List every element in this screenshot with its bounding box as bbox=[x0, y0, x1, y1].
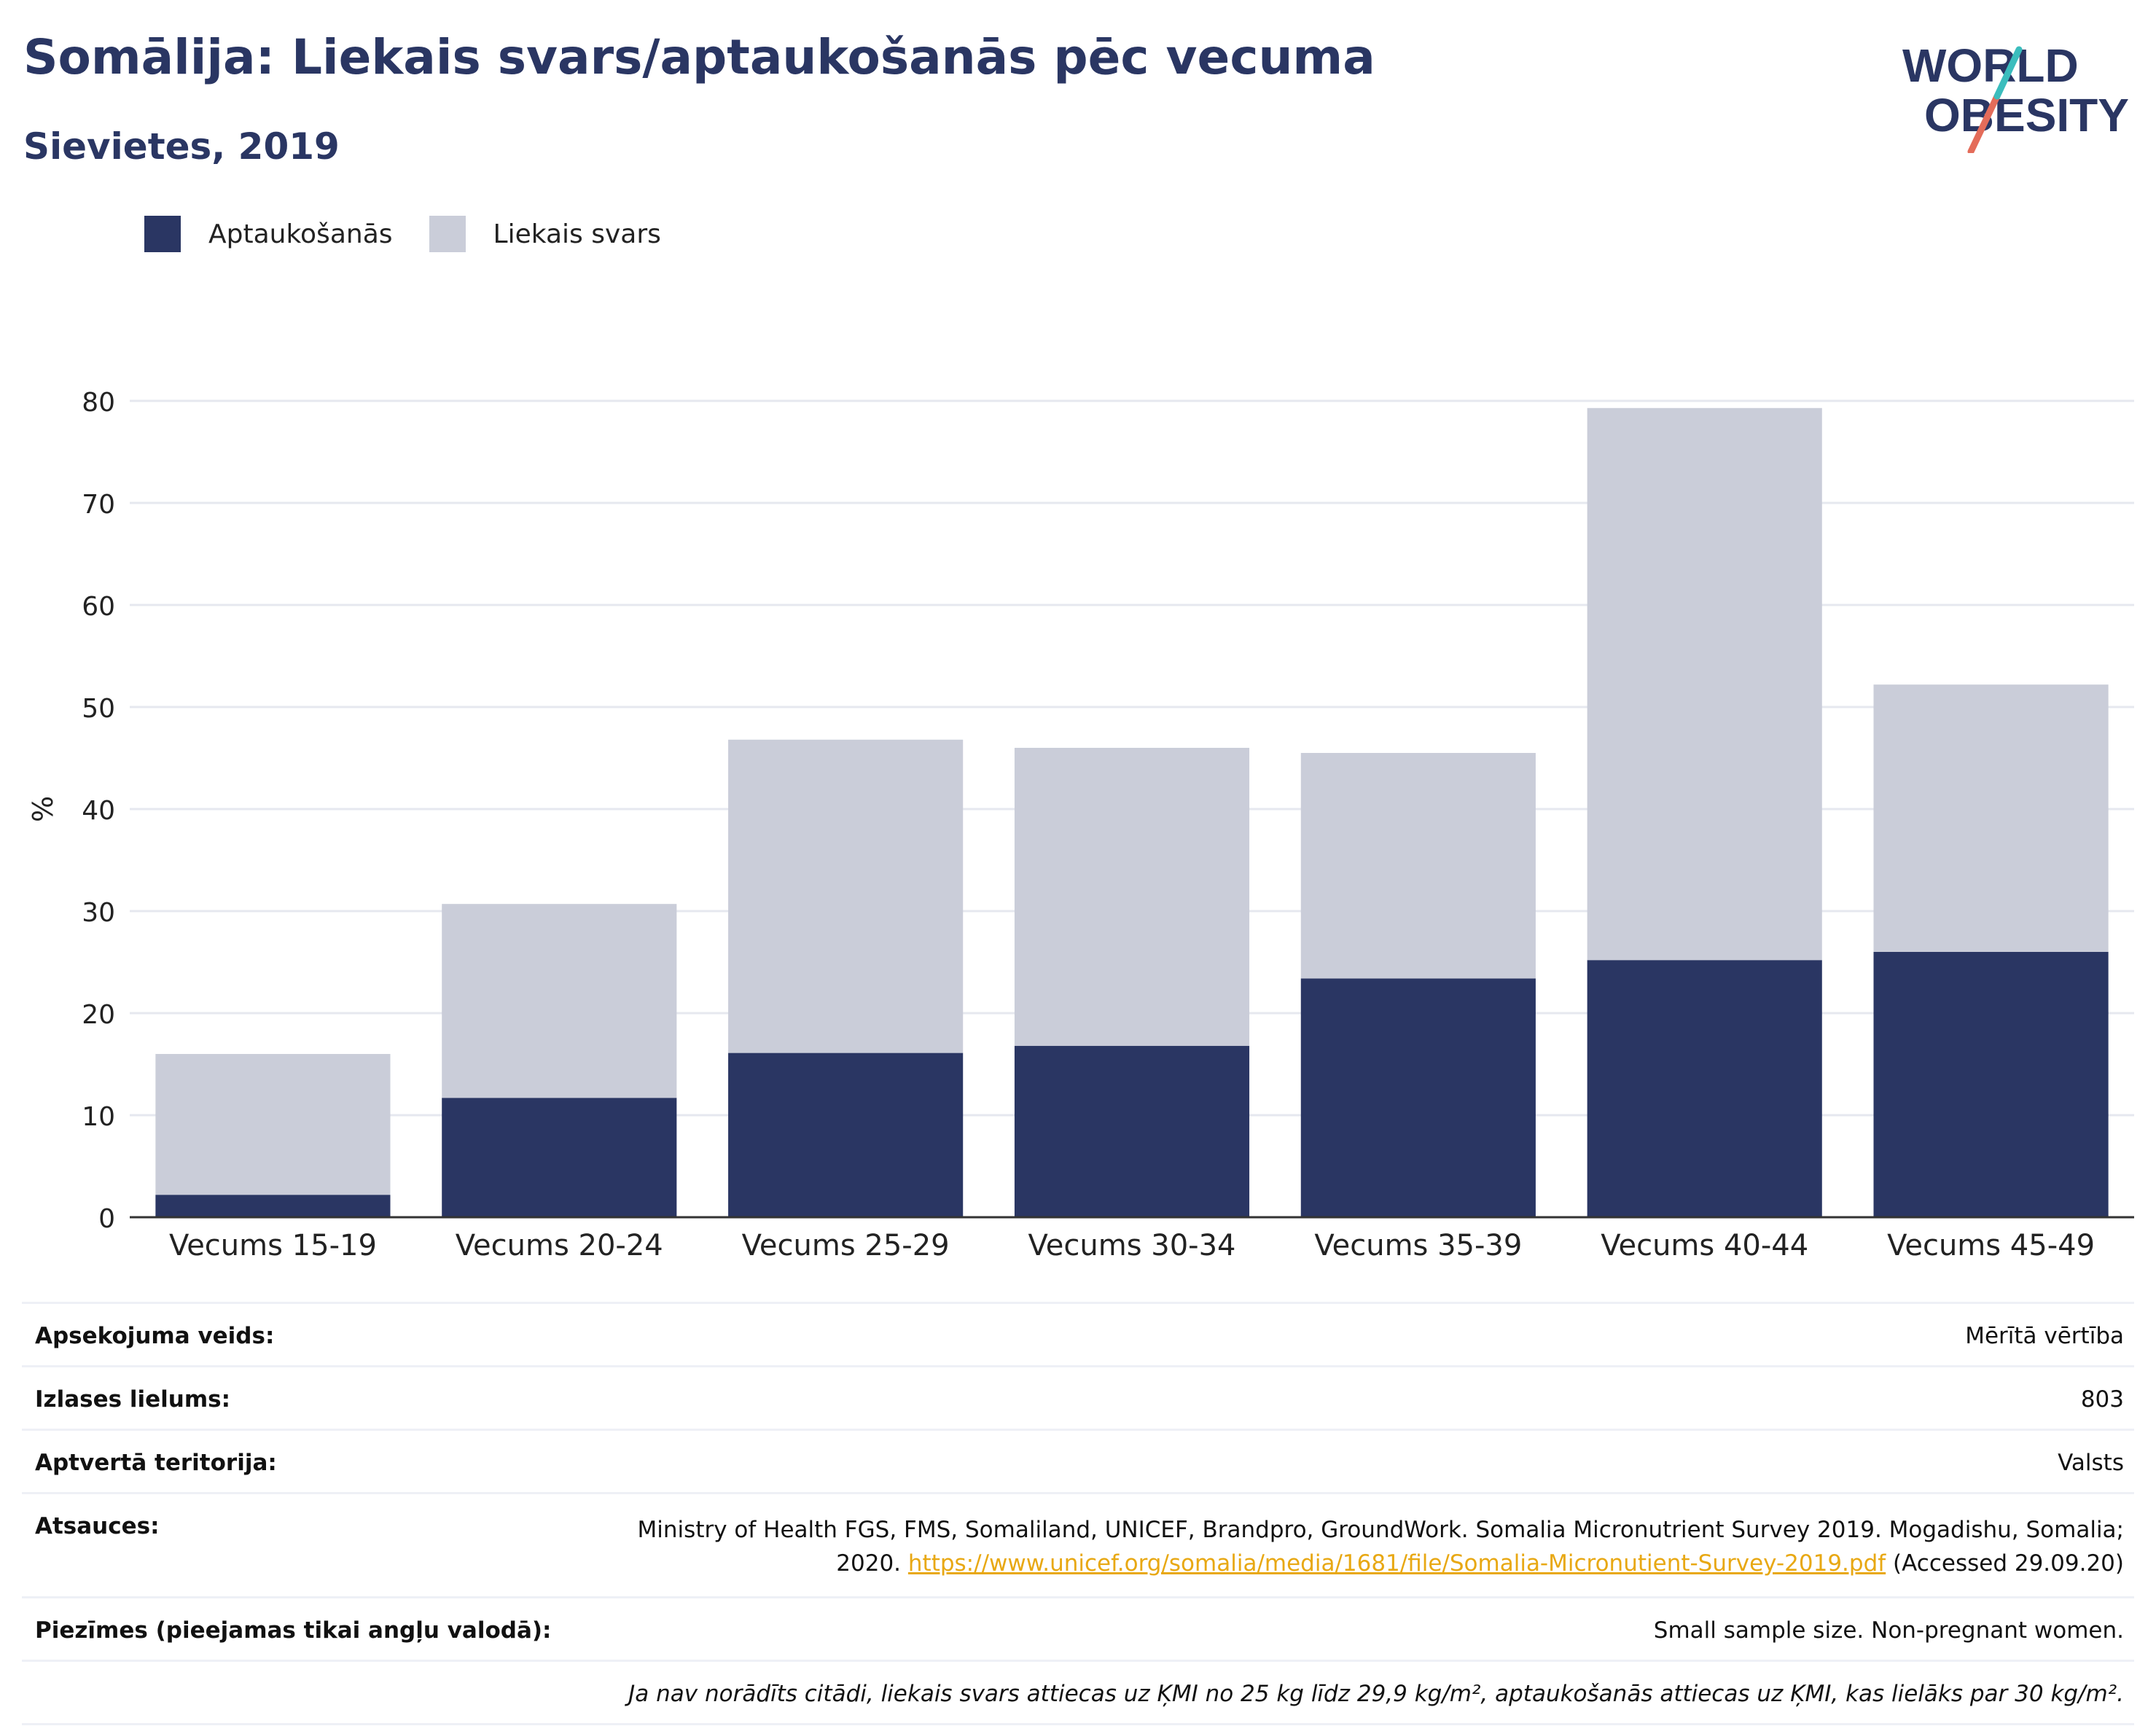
legend-label-obesity: Aptaukošanās bbox=[208, 219, 393, 249]
y-tick-label: 30 bbox=[82, 898, 115, 928]
info-row-coverage: Aptvertā teritorija: Valsts bbox=[22, 1429, 2134, 1492]
notes-label: Piezīmes (pieejamas tikai angļu valodā): bbox=[35, 1617, 552, 1644]
y-tick-label: 20 bbox=[82, 1000, 115, 1030]
references-text: Ministry of Health FGS, FMS, Somaliland,… bbox=[637, 1517, 2124, 1577]
legend-label-overweight: Liekais svars bbox=[493, 219, 661, 249]
bar-obesity bbox=[155, 1195, 391, 1217]
survey-type-value: Mērītā vērtība bbox=[1965, 1323, 2124, 1349]
y-tick-label: 70 bbox=[82, 490, 115, 520]
info-row-sample-size: Izlases lielums: 803 bbox=[22, 1365, 2134, 1429]
bar-overweight bbox=[1014, 748, 1250, 1046]
x-tick-label: Vecums 30-34 bbox=[1028, 1229, 1236, 1262]
bar-obesity bbox=[1300, 978, 1536, 1217]
references-link[interactable]: https://www.unicef.org/somalia/media/168… bbox=[907, 1550, 1886, 1577]
legend: Aptaukošanās Liekais svars bbox=[144, 216, 698, 252]
x-tick-label: Vecums 45-49 bbox=[1887, 1229, 2095, 1262]
references-value: Ministry of Health FGS, FMS, Somaliland,… bbox=[593, 1513, 2124, 1580]
x-tick-label: Vecums 25-29 bbox=[742, 1229, 950, 1262]
y-tick-label: 50 bbox=[82, 694, 115, 724]
bar-obesity bbox=[1587, 960, 1822, 1217]
y-axis-label: % bbox=[27, 796, 59, 822]
y-tick-label: 10 bbox=[82, 1102, 115, 1132]
y-tick-label: 40 bbox=[82, 796, 115, 826]
info-row-footnote: Ja nav norādīts citādi, liekais svars at… bbox=[22, 1660, 2134, 1725]
legend-swatch-overweight bbox=[429, 216, 466, 252]
legend-swatch-obesity bbox=[144, 216, 181, 252]
coverage-label: Aptvertā teritorija: bbox=[35, 1450, 277, 1476]
survey-type-label: Apsekojuma veids: bbox=[35, 1323, 275, 1349]
y-tick-label: 80 bbox=[82, 388, 115, 418]
sample-size-value: 803 bbox=[2080, 1386, 2124, 1413]
references-label: Atsauces: bbox=[35, 1513, 160, 1539]
info-row-survey-type: Apsekojuma veids: Mērītā vērtība bbox=[22, 1302, 2134, 1365]
notes-value: Small sample size. Non-pregnant women. bbox=[1653, 1617, 2124, 1644]
bar-obesity bbox=[1873, 952, 2109, 1217]
bar-overweight bbox=[155, 1054, 391, 1195]
stacked-bar-chart: 0 10 20 30 40 50 60 70 80% Vecums 15-19 Vecums 20-… bbox=[27, 388, 2134, 1262]
bar-overweight bbox=[442, 904, 677, 1098]
chart-subtitle: Sievietes, 2019 bbox=[23, 125, 340, 168]
x-tick-label: Vecums 15-19 bbox=[169, 1229, 377, 1262]
x-tick-label: Vecums 20-24 bbox=[456, 1229, 663, 1262]
bar-overweight bbox=[1300, 753, 1536, 979]
x-tick-label: Vecums 40-44 bbox=[1601, 1229, 1808, 1262]
legend-item-overweight[interactable]: Liekais svars bbox=[429, 216, 661, 252]
info-row-notes: Piezīmes (pieejamas tikai angļu valodā):… bbox=[22, 1596, 2134, 1660]
bar-obesity bbox=[1014, 1045, 1250, 1217]
sample-size-label: Izlases lielums: bbox=[35, 1386, 230, 1413]
coverage-value: Valsts bbox=[2058, 1450, 2124, 1476]
bar-overweight bbox=[1587, 407, 1822, 961]
footnote: Ja nav norādīts citādi, liekais svars at… bbox=[628, 1681, 2124, 1707]
bar-overweight bbox=[1873, 684, 2109, 952]
bar-overweight bbox=[728, 739, 964, 1053]
chart-title: Somālija: Liekais svars/aptaukošanās pēc… bbox=[23, 29, 1375, 85]
logo-line2: OBESITY bbox=[1924, 89, 2129, 141]
logo-slash-red bbox=[1967, 93, 2001, 153]
info-row-references: Atsauces: Ministry of Health FGS, FMS, S… bbox=[22, 1492, 2134, 1596]
info-table: Apsekojuma veids: Mērītā vērtība Izlases… bbox=[22, 1302, 2134, 1725]
logo-line1: WORLD bbox=[1902, 39, 2079, 92]
world-obesity-logo: WORLD OBESITY bbox=[1902, 39, 2129, 153]
legend-item-obesity[interactable]: Aptaukošanās bbox=[144, 216, 393, 252]
bar-obesity bbox=[728, 1052, 964, 1217]
x-tick-label: Vecums 35-39 bbox=[1314, 1229, 1522, 1262]
y-tick-label: 0 bbox=[98, 1204, 115, 1234]
references-accessed: (Accessed 29.09.20) bbox=[1893, 1550, 2124, 1577]
y-tick-label: 60 bbox=[82, 592, 115, 622]
bar-obesity bbox=[442, 1098, 677, 1217]
logo-slash-teal bbox=[1993, 46, 2023, 100]
